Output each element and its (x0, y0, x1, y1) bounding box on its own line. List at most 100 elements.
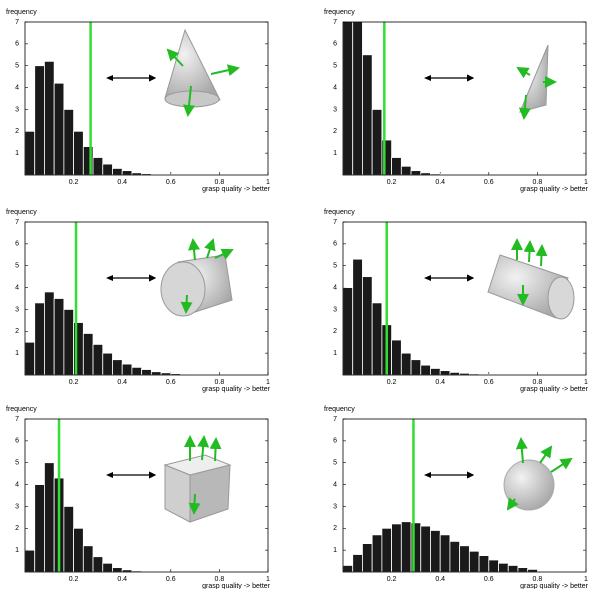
bar (112, 568, 122, 572)
y-tick-label: 6 (15, 41, 19, 48)
bar (450, 541, 460, 572)
bar (362, 277, 372, 375)
x-tick-label: 1 (584, 379, 588, 386)
bar (25, 550, 35, 572)
force-arrow (540, 447, 551, 463)
bar (103, 563, 113, 572)
y-tick-label: 4 (333, 481, 337, 488)
y-tick-label: 7 (15, 416, 19, 423)
bar (74, 528, 84, 572)
bar (372, 109, 382, 175)
x-tick-label: 0.2 (69, 179, 79, 186)
bar (411, 171, 421, 175)
y-tick-label: 5 (333, 460, 337, 467)
force-arrow (524, 95, 526, 118)
x-tick-label: 0.4 (117, 379, 127, 386)
y-tick-label: 2 (333, 128, 337, 135)
x-tick-label: 0.8 (533, 576, 543, 583)
bar (430, 530, 440, 572)
y-tick-label: 7 (333, 219, 337, 226)
x-tick-label: 0.6 (484, 379, 494, 386)
bar (518, 568, 528, 572)
force-arrow (541, 246, 542, 266)
y-tick-label: 4 (333, 284, 337, 291)
arrow-head (106, 275, 113, 281)
x-tick-label: 1 (266, 576, 270, 583)
bar (83, 333, 93, 375)
bar (460, 546, 470, 572)
y-axis-label: frequency (324, 9, 355, 16)
y-axis-label: frequency (324, 406, 355, 413)
bar (430, 368, 440, 375)
bar (64, 109, 74, 175)
y-tick-label: 2 (333, 328, 337, 335)
y-tick-label: 1 (333, 350, 337, 357)
force-arrow (211, 68, 238, 74)
y-axis-label: frequency (6, 406, 37, 413)
bar (411, 360, 421, 375)
x-tick-label: 0.2 (69, 379, 79, 386)
bar (489, 560, 499, 572)
bar (421, 365, 431, 375)
y-tick-label: 3 (15, 503, 19, 510)
bar (122, 364, 132, 375)
bar (392, 158, 402, 175)
bar (25, 342, 35, 375)
bar (112, 168, 122, 175)
bars (343, 522, 537, 572)
force-arrow (521, 439, 523, 463)
x-tick-label: 0.6 (166, 379, 176, 386)
arrow-head (424, 472, 431, 478)
y-tick-label: 1 (15, 150, 19, 157)
bar (343, 565, 353, 572)
x-tick-label: 0.8 (533, 379, 543, 386)
bar (103, 353, 113, 375)
arrow-head (106, 75, 113, 81)
shape (190, 465, 230, 522)
bar (392, 524, 402, 572)
x-axis-label: grasp quality -> better (202, 583, 271, 589)
y-tick-label: 1 (15, 350, 19, 357)
x-tick-label: 0.6 (166, 576, 176, 583)
bars (343, 259, 508, 375)
y-axis-label: frequency (6, 209, 37, 216)
force-arrow (207, 240, 213, 258)
x-axis-label: grasp quality -> better (520, 386, 589, 393)
x-tick-label: 1 (266, 179, 270, 186)
y-tick-label: 5 (333, 263, 337, 270)
bar (64, 309, 74, 375)
y-tick-label: 3 (333, 106, 337, 113)
bar (103, 164, 113, 175)
x-tick-label: 1 (584, 576, 588, 583)
x-tick-label: 0.8 (215, 576, 225, 583)
bar (54, 83, 64, 175)
arrow-head (424, 75, 431, 81)
bar (44, 292, 54, 375)
y-tick-label: 2 (15, 128, 19, 135)
force-arrow (529, 242, 530, 262)
bar (362, 55, 372, 175)
bar (44, 61, 54, 175)
y-tick-label: 7 (15, 19, 19, 26)
force-arrow (215, 439, 216, 461)
x-tick-label: 0.6 (484, 179, 494, 186)
bar (35, 303, 45, 375)
x-tick-label: 0.2 (387, 576, 397, 583)
x-tick-label: 0.2 (387, 379, 397, 386)
y-tick-label: 5 (15, 63, 19, 70)
bar (499, 563, 509, 572)
bar (35, 485, 45, 572)
bar (469, 551, 479, 572)
bars (343, 0, 440, 175)
bar (74, 131, 84, 175)
x-tick-label: 0.4 (435, 379, 445, 386)
y-tick-label: 6 (333, 41, 337, 48)
x-axis-label: grasp quality -> better (202, 386, 271, 393)
bar (479, 556, 489, 572)
bar (353, 555, 363, 572)
x-tick-label: 0.4 (117, 179, 127, 186)
force-arrow (186, 295, 187, 312)
y-tick-label: 3 (15, 306, 19, 313)
